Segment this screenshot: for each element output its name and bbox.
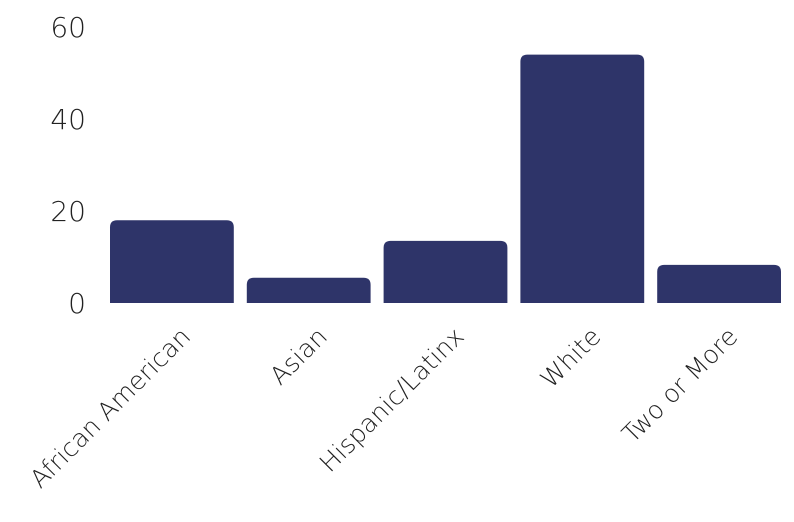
x-tick-label: Hispanic/Latinx — [314, 322, 470, 478]
bar — [246, 277, 371, 303]
x-tick-label: White — [535, 322, 607, 394]
y-tick-label: 40 — [50, 103, 86, 136]
y-tick-label: 60 — [50, 11, 86, 44]
bar — [110, 220, 234, 303]
bar — [520, 54, 645, 303]
x-tick-label: African American — [24, 322, 196, 494]
x-tick-label: Asian — [264, 322, 333, 391]
bar — [383, 240, 508, 303]
y-tick-label: 0 — [68, 287, 86, 320]
x-tick-label: Two or More — [617, 322, 744, 449]
y-axis-ticks: 0 20 40 60 — [50, 11, 86, 320]
bar — [657, 264, 781, 303]
y-tick-label: 20 — [50, 195, 86, 228]
bars — [110, 54, 781, 303]
